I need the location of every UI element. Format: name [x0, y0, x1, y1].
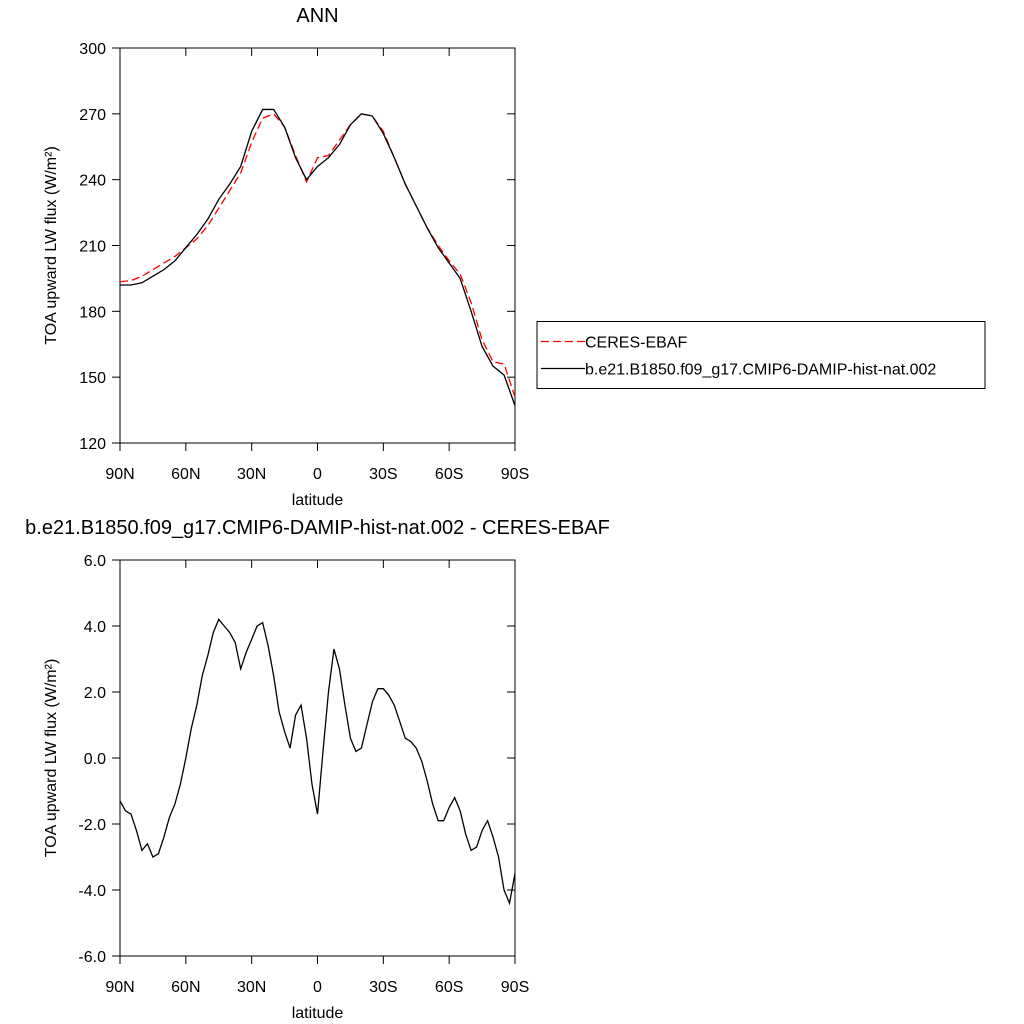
data-line [120, 108, 516, 406]
x-axis-label: latitude [292, 492, 344, 509]
y-tick-label: 240 [79, 173, 106, 190]
chart-title: ANN [296, 5, 338, 27]
x-tick-label: 90N [105, 466, 134, 483]
y-tick-label: 6.0 [84, 553, 106, 570]
y-tick-label: -4.0 [78, 883, 106, 900]
y-tick-label: 270 [79, 107, 106, 124]
y-tick-label: 120 [79, 436, 106, 453]
x-tick-label: 30N [237, 979, 266, 996]
y-tick-label: 2.0 [84, 685, 106, 702]
x-tick-label: 30N [237, 466, 266, 483]
plot-frame [119, 47, 516, 444]
x-tick-label: 60N [171, 979, 200, 996]
y-tick-label: 300 [79, 41, 106, 58]
y-tick-label: 0.0 [84, 751, 106, 768]
data-line [119, 618, 516, 906]
x-tick-label: 0 [313, 466, 322, 483]
y-tick-label: 180 [79, 304, 106, 321]
y-axis-label: TOA upward LW flux (W/m²) [43, 146, 60, 345]
x-tick-label: 0 [313, 979, 322, 996]
y-tick-label: -2.0 [78, 817, 106, 834]
x-tick-label: 60N [171, 466, 200, 483]
x-tick-label: 30S [369, 466, 397, 483]
x-tick-label: 90S [501, 979, 529, 996]
x-axis-label: latitude [292, 1005, 344, 1022]
legend-label: b.e21.B1850.f09_g17.CMIP6-DAMIP-hist-nat… [585, 362, 936, 379]
y-tick-label: 150 [79, 370, 106, 387]
y-tick-label: -6.0 [78, 949, 106, 966]
x-tick-label: 60S [435, 979, 463, 996]
legend-box [536, 321, 986, 389]
y-axis-label: TOA upward LW flux (W/m²) [43, 659, 60, 858]
x-tick-label: 90S [501, 466, 529, 483]
plot-frame [119, 559, 516, 957]
x-tick-label: 30S [369, 979, 397, 996]
chart-title: b.e21.B1850.f09_g17.CMIP6-DAMIP-hist-nat… [25, 517, 610, 539]
x-tick-label: 60S [435, 466, 463, 483]
y-tick-label: 4.0 [84, 619, 106, 636]
legend-label: CERES-EBAF [585, 335, 687, 352]
x-tick-label: 90N [105, 979, 134, 996]
y-tick-label: 210 [79, 239, 106, 256]
